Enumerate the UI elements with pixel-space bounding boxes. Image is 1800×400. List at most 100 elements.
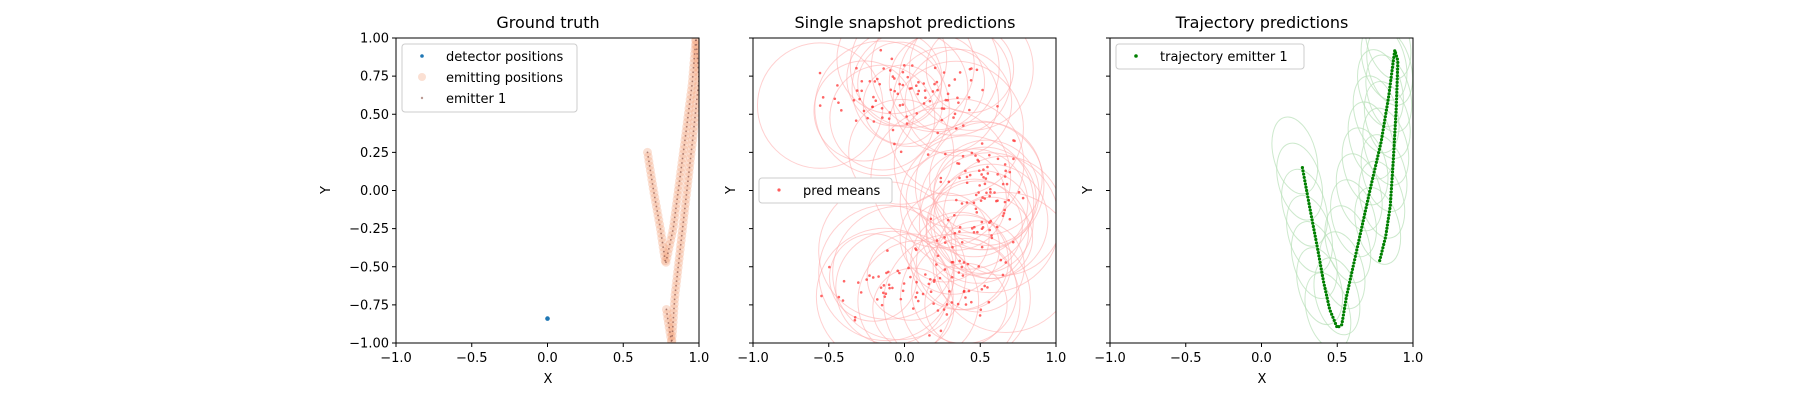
trajectory-point <box>1395 94 1399 98</box>
pred-mean-point <box>977 265 981 268</box>
trajectory-point <box>1314 237 1318 242</box>
trajectory-point <box>1355 245 1360 249</box>
emitter-1-point <box>670 234 673 237</box>
emitter-1-point <box>647 155 650 158</box>
pred-mean-point <box>907 266 910 270</box>
trajectory-point <box>1395 84 1399 88</box>
panel3-data <box>1271 38 1413 343</box>
emitter-1-point <box>666 313 668 315</box>
trajectory-point <box>1328 309 1332 313</box>
trajectory-point <box>1385 226 1389 230</box>
trajectory-point <box>1324 290 1328 294</box>
pred-mean-point <box>868 274 871 277</box>
pred-mean-point <box>957 101 960 104</box>
emitting-position-point <box>693 63 699 73</box>
pred-mean-point <box>962 261 966 264</box>
trajectory-point <box>1341 313 1345 317</box>
x-tick-label: 0.0 <box>894 351 915 366</box>
pred-mean-point <box>885 271 888 275</box>
pred-uncertainty-circle <box>862 64 943 145</box>
pred-mean-point <box>911 307 915 310</box>
trajectory-point <box>1391 153 1396 158</box>
pred-mean-point <box>958 230 961 233</box>
trajectory-point <box>1392 55 1396 60</box>
panel2-xticks: −1.0 −0.5 0.0 0.5 1.0 <box>737 343 1066 366</box>
trajectory-point <box>1368 189 1372 194</box>
trajectory-point <box>1377 151 1381 155</box>
trajectory-point <box>1392 140 1396 144</box>
trajectory-point <box>1382 121 1386 125</box>
pred-uncertainty-circle <box>829 64 936 171</box>
pred-mean-point <box>865 278 868 281</box>
trajectory-point <box>1391 59 1395 63</box>
trajectory-point <box>1347 284 1351 288</box>
legend-box <box>401 43 578 113</box>
trajectory-point <box>1361 219 1365 223</box>
legend-marker-detector <box>420 54 424 58</box>
x-tick-label: 1.0 <box>689 351 710 366</box>
pred-uncertainty-circle <box>888 60 1024 197</box>
pred-mean-point <box>944 152 947 156</box>
x-tick-label: −1.0 <box>1094 351 1126 366</box>
pred-mean-point <box>956 302 960 306</box>
trajectory-point <box>1359 228 1363 233</box>
emitter-1-point <box>689 94 692 96</box>
trajectory-point <box>1387 92 1391 96</box>
pred-mean-point <box>977 160 981 163</box>
pred-mean-point <box>979 308 983 312</box>
pred-mean-point <box>981 88 984 92</box>
pred-mean-point <box>1003 175 1007 178</box>
pred-mean-point <box>964 296 967 299</box>
pred-mean-point <box>980 287 984 291</box>
pred-mean-point <box>988 153 991 157</box>
emitter-1-point <box>675 202 678 205</box>
pred-mean-point <box>950 275 954 279</box>
pred-uncertainty-circle <box>925 38 1015 114</box>
pred-mean-point <box>1011 240 1015 244</box>
pred-mean-point <box>1003 208 1006 212</box>
emitter-1-point <box>678 252 681 255</box>
pred-mean-point <box>880 303 884 307</box>
panel1-ylabel: Y <box>319 186 334 195</box>
emitter-1-point <box>674 289 677 292</box>
panel-trajectory: Trajectory predictions −1.0 −0.5 0.0 0.5 1.0… <box>1081 13 1423 387</box>
emitter-1-point <box>694 48 696 51</box>
x-tick-label: −0.5 <box>813 351 845 366</box>
pred-mean-point <box>982 175 985 179</box>
trajectory-point <box>1394 117 1398 121</box>
trajectory-point <box>1388 206 1392 211</box>
emitter-1-point <box>674 293 676 296</box>
pred-uncertainty-circle <box>919 148 1029 258</box>
emitter-1-point <box>689 162 691 164</box>
panel1-legend: detector positions emitting positions em… <box>401 43 578 113</box>
trajectory-point <box>1322 280 1326 284</box>
emitter-1-point <box>661 241 664 244</box>
trajectory-uncertainty-ellipse <box>1354 186 1402 265</box>
pred-mean-point <box>989 219 993 223</box>
emitter-1-point <box>688 166 691 169</box>
x-tick-label: −1.0 <box>380 351 412 366</box>
pred-mean-point <box>938 276 942 280</box>
emitter-1-point <box>691 75 694 78</box>
pred-mean-point <box>936 88 939 92</box>
pred-mean-point <box>953 213 956 217</box>
pred-mean-point <box>951 245 954 249</box>
pred-mean-point <box>953 78 957 81</box>
x-tick-label: 1.0 <box>1046 351 1067 366</box>
trajectory-point <box>1378 144 1382 148</box>
trajectory-point <box>1317 257 1322 261</box>
pred-mean-point <box>976 230 979 234</box>
emitter-1-point <box>679 243 682 246</box>
emitter-1-point <box>690 148 693 151</box>
pred-mean-point <box>954 127 958 130</box>
emitter-1-point <box>656 210 659 212</box>
pred-mean-point <box>903 64 906 67</box>
emitter-1-point <box>677 189 680 192</box>
pred-mean-point <box>953 112 957 116</box>
trajectory-point <box>1393 133 1397 138</box>
pred-mean-point <box>965 181 969 185</box>
y-tick-label: 0.25 <box>360 146 389 161</box>
trajectory-point <box>1391 62 1395 66</box>
pred-mean-point <box>878 82 881 86</box>
pred-mean-point <box>940 118 944 122</box>
